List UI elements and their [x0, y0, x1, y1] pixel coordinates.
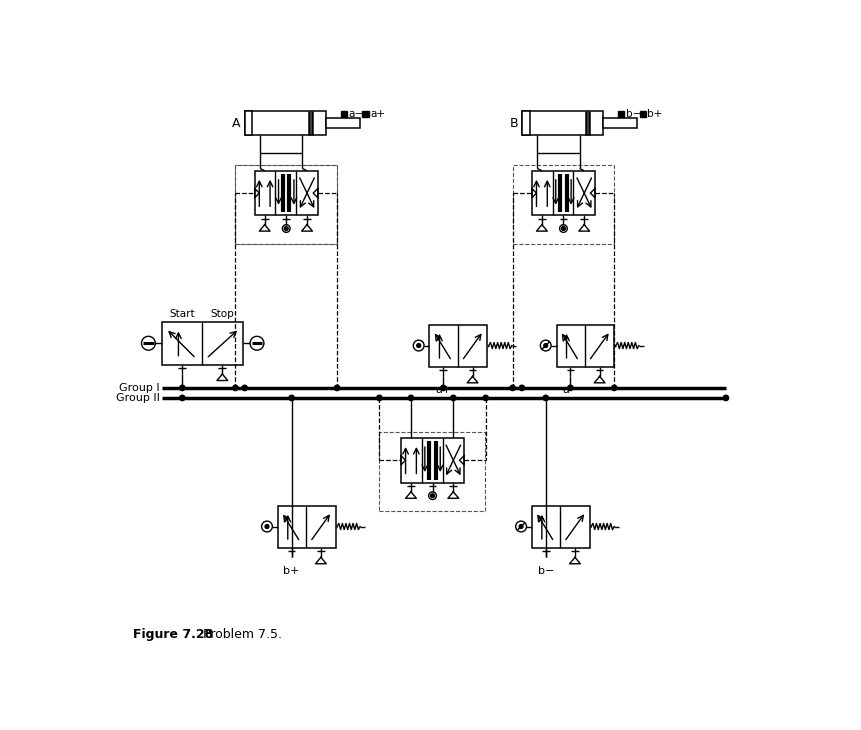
Bar	[556, 325, 614, 367]
Circle shape	[610, 385, 616, 391]
Text: a−: a−	[561, 385, 578, 395]
Bar	[602, 118, 636, 128]
Circle shape	[540, 340, 550, 351]
Text: Problem 7.5.: Problem 7.5.	[190, 628, 282, 641]
Text: b+: b+	[283, 566, 300, 576]
Circle shape	[250, 337, 263, 350]
Bar	[254, 171, 318, 215]
Bar	[379, 431, 485, 511]
Bar	[512, 164, 614, 244]
Circle shape	[242, 385, 247, 391]
Bar	[429, 325, 486, 367]
Bar	[639, 111, 645, 117]
Circle shape	[412, 340, 424, 351]
Circle shape	[518, 525, 523, 529]
Text: B: B	[509, 117, 517, 129]
Bar	[362, 111, 369, 117]
Circle shape	[482, 395, 488, 401]
Circle shape	[288, 395, 294, 401]
Bar	[521, 111, 602, 135]
Bar	[162, 323, 243, 365]
Bar	[340, 111, 347, 117]
Circle shape	[376, 395, 381, 401]
Bar	[521, 111, 529, 135]
Circle shape	[179, 395, 185, 401]
Circle shape	[561, 226, 565, 231]
Bar	[277, 506, 335, 548]
Bar	[325, 118, 360, 128]
Bar	[400, 438, 463, 483]
Circle shape	[334, 385, 339, 391]
Circle shape	[559, 225, 567, 232]
Circle shape	[264, 525, 269, 529]
Bar	[617, 111, 623, 117]
Circle shape	[416, 344, 420, 347]
Text: Stop: Stop	[210, 309, 234, 318]
Bar	[245, 111, 252, 135]
Circle shape	[542, 395, 548, 401]
Circle shape	[515, 521, 526, 532]
Bar	[235, 164, 337, 244]
Circle shape	[284, 226, 288, 231]
Text: Figure 7.28: Figure 7.28	[133, 628, 213, 641]
Bar	[235, 164, 337, 244]
Text: Group II: Group II	[116, 393, 160, 403]
Circle shape	[430, 493, 434, 498]
Circle shape	[232, 385, 238, 391]
Text: b−: b−	[537, 566, 554, 576]
Text: a−: a−	[348, 109, 363, 119]
Circle shape	[282, 225, 290, 232]
Text: Group I: Group I	[119, 383, 160, 393]
Bar	[531, 506, 589, 548]
Text: b+: b+	[647, 109, 662, 119]
Circle shape	[440, 385, 445, 391]
Circle shape	[179, 385, 185, 391]
Text: b−: b−	[625, 109, 641, 119]
Circle shape	[450, 395, 455, 401]
Circle shape	[141, 337, 155, 350]
Circle shape	[567, 385, 573, 391]
Bar	[245, 111, 325, 135]
Text: A: A	[232, 117, 240, 129]
Text: a+: a+	[369, 109, 385, 119]
Circle shape	[518, 385, 524, 391]
Circle shape	[722, 395, 728, 401]
Text: Start: Start	[170, 309, 195, 318]
Bar	[531, 171, 594, 215]
Circle shape	[510, 385, 515, 391]
Circle shape	[261, 521, 272, 532]
Text: a+: a+	[435, 385, 451, 395]
Circle shape	[408, 395, 413, 401]
Circle shape	[543, 344, 547, 347]
Circle shape	[428, 492, 436, 499]
